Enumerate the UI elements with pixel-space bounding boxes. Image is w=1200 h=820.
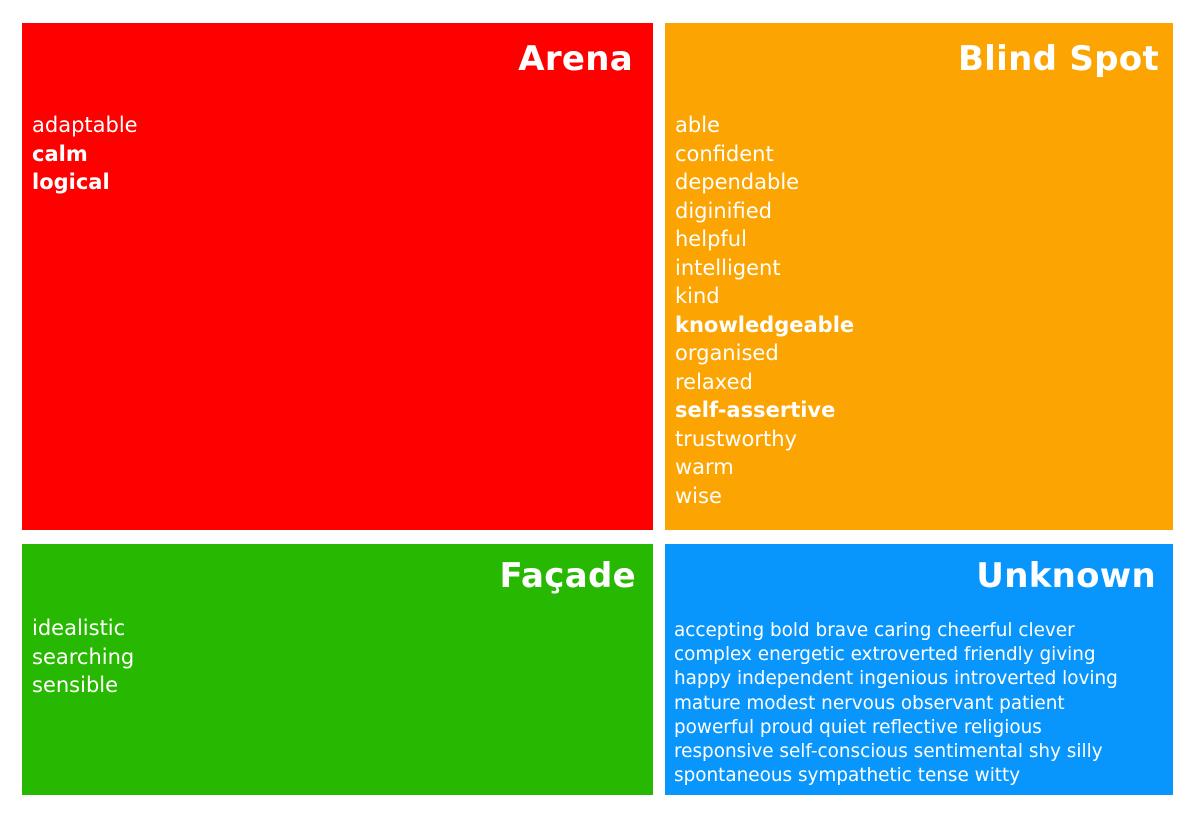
word-item: trustworthy: [675, 426, 797, 451]
word-line: powerful proud quiet reflective religiou…: [674, 716, 1042, 738]
word-item: calm: [32, 141, 88, 166]
word-item: kind: [675, 284, 720, 308]
word-item: relaxed: [675, 369, 753, 394]
arena-quadrant: Arena adaptable calm logical: [22, 23, 653, 530]
word-item: dependable: [675, 170, 800, 194]
word-line: mature modest nervous observant patient: [674, 692, 1065, 714]
word-item: idealistic: [32, 616, 126, 640]
word-item: logical: [32, 170, 110, 194]
word-item: self-assertive: [675, 398, 836, 422]
word-item: wise: [675, 483, 722, 508]
facade-quadrant: Façade idealistic searching sensible: [22, 544, 653, 795]
arena-word-list: adaptable calm logical: [32, 111, 138, 197]
word-item: confident: [675, 141, 774, 166]
facade-title: Façade: [499, 556, 636, 596]
word-item: adaptable: [32, 113, 138, 137]
word-item: able: [675, 113, 720, 137]
word-line: happy independent ingenious introverted …: [674, 668, 1118, 690]
blind-spot-quadrant: Blind Spot able confident dependable digini…: [665, 23, 1173, 530]
word-item: helpful: [675, 227, 747, 251]
word-item: knowledgeable: [675, 312, 855, 337]
word-item: organised: [675, 341, 779, 365]
word-item: intelligent: [675, 255, 781, 280]
word-line: responsive self-conscious sentimental sh…: [674, 741, 1103, 763]
facade-word-list: idealistic searching sensible: [32, 614, 134, 700]
word-line: spontaneous sympathetic tense witty: [674, 765, 1021, 787]
arena-title: Arena: [518, 39, 633, 79]
unknown-word-paragraph: accepting bold brave caring cheerful cle…: [674, 619, 1169, 788]
blind-spot-title: Blind Spot: [957, 39, 1159, 79]
word-item: diginified: [675, 198, 772, 223]
word-item: warm: [675, 455, 734, 479]
word-item: searching: [32, 644, 135, 669]
word-item: sensible: [32, 673, 119, 697]
unknown-quadrant: Unknown accepting bold brave caring chee…: [665, 544, 1173, 795]
unknown-title: Unknown: [976, 556, 1156, 596]
blind-spot-word-list: able confident dependable diginified helpful…: [675, 111, 854, 510]
word-line: accepting bold brave caring cheerful cle…: [674, 620, 1075, 641]
word-line: complex energetic extroverted friendly g…: [674, 644, 1096, 666]
